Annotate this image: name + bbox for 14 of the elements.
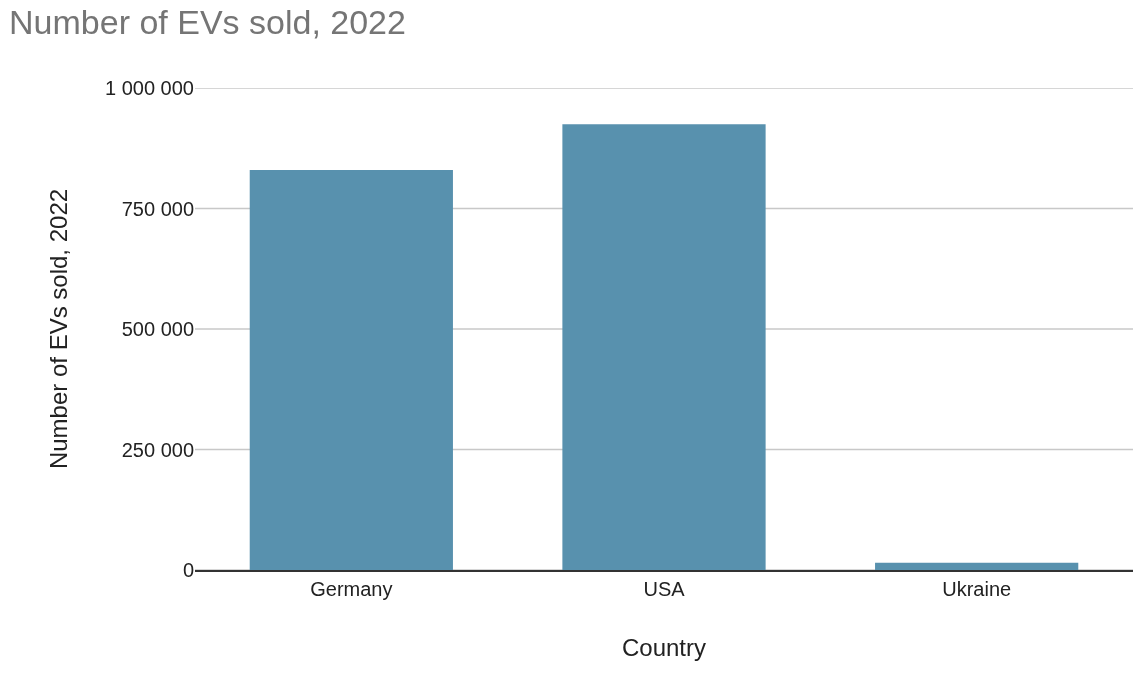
x-tick-label: Germany <box>310 577 393 600</box>
y-tick-label: 0 <box>182 559 194 581</box>
x-tick-label: Ukraine <box>942 577 1012 600</box>
chart-title: Number of EVs sold, 2022 <box>9 2 406 41</box>
y-tick-label: 1 000 000 <box>105 77 194 99</box>
y-tick-label: 500 000 <box>121 318 194 340</box>
y-tick-label: 750 000 <box>121 197 194 220</box>
bar <box>249 169 453 570</box>
bar <box>875 562 1079 570</box>
x-tick-label: USA <box>643 577 686 600</box>
x-axis-title: Country <box>621 633 707 661</box>
y-axis-title: Number of EVs sold, 2022 <box>45 188 73 470</box>
y-tick-label: 250 000 <box>121 438 194 461</box>
bar <box>562 124 766 570</box>
